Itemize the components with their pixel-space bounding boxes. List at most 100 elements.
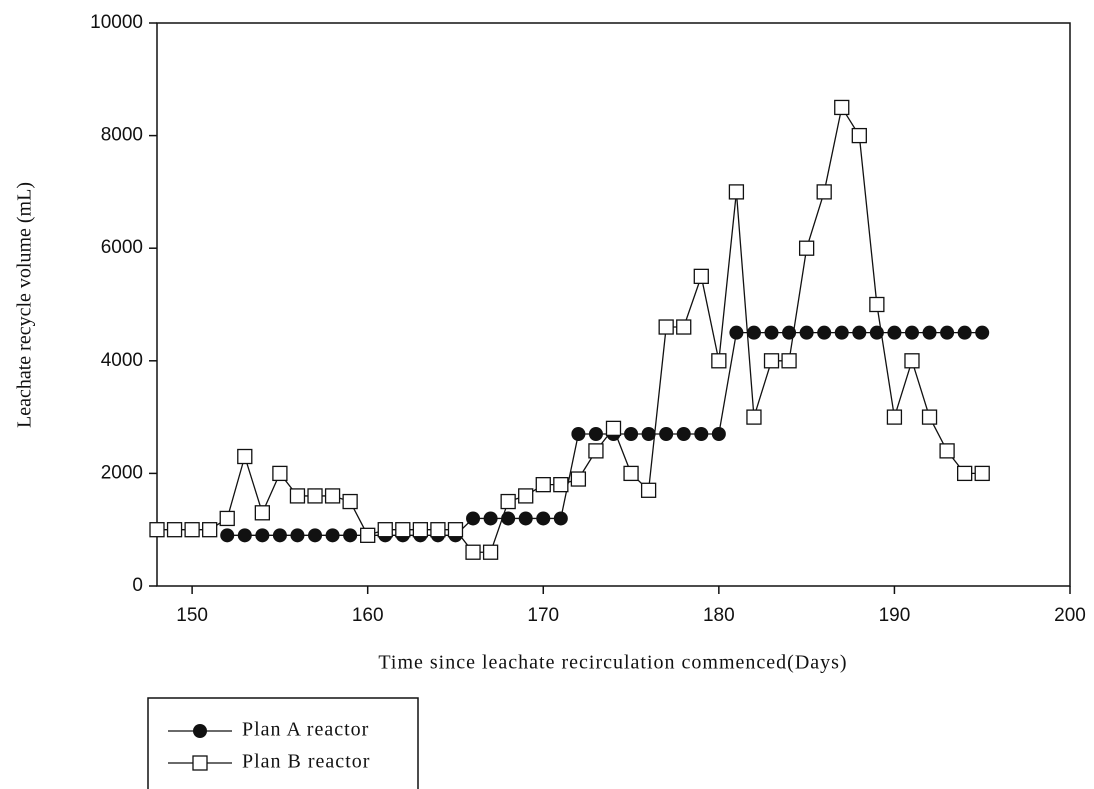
- x-tick-label: 180: [703, 605, 735, 626]
- data-point: [975, 325, 990, 340]
- plot-frame: [156, 22, 1071, 587]
- data-point: [412, 522, 429, 538]
- legend-marker: [193, 724, 207, 738]
- data-point: [623, 465, 639, 482]
- y-axis-label: Leachate recycle volume (mL): [14, 182, 36, 428]
- data-point: [816, 184, 832, 200]
- data-point: [834, 99, 850, 116]
- data-point: [307, 488, 323, 504]
- data-point: [781, 353, 797, 369]
- data-point: [360, 527, 376, 543]
- data-point: [659, 426, 674, 441]
- x-tick-label: 190: [879, 605, 911, 626]
- data-point: [904, 325, 919, 340]
- data-point: [886, 409, 903, 425]
- data-point: [852, 325, 867, 340]
- data-point: [289, 488, 306, 504]
- data-point: [483, 511, 498, 526]
- data-point: [324, 488, 341, 504]
- data-point: [729, 325, 744, 340]
- data-point: [939, 443, 955, 459]
- data-point: [658, 319, 674, 335]
- data-point: [641, 426, 656, 441]
- data-point: [430, 522, 446, 538]
- x-tick-label: 160: [352, 605, 384, 626]
- data-point: [570, 471, 587, 487]
- data-point: [957, 465, 973, 482]
- data-point: [184, 522, 200, 538]
- data-point: [202, 522, 218, 538]
- data-point: [149, 522, 165, 538]
- data-point: [482, 544, 499, 560]
- y-tick-label: 0: [132, 575, 143, 596]
- data-point: [922, 325, 937, 340]
- data-point: [676, 426, 691, 441]
- data-point: [904, 353, 920, 369]
- data-point: [553, 477, 569, 493]
- data-point: [447, 522, 464, 538]
- data-point: [798, 240, 815, 256]
- data-point: [711, 353, 727, 369]
- data-point: [676, 319, 692, 335]
- y-tick-label: 4000: [101, 350, 143, 371]
- data-point: [571, 426, 586, 441]
- data-point: [817, 325, 832, 340]
- data-point: [957, 325, 972, 340]
- x-tick-label: 150: [176, 605, 208, 626]
- y-tick-label: 8000: [101, 125, 143, 146]
- data-point: [220, 528, 235, 543]
- legend-marker: [192, 755, 208, 771]
- data-point: [219, 510, 235, 527]
- data-point: [921, 409, 938, 425]
- data-point: [166, 522, 183, 538]
- data-point: [746, 325, 761, 340]
- data-point: [869, 296, 885, 313]
- data-point: [536, 511, 551, 526]
- y-tick-label: 10000: [90, 12, 143, 33]
- x-tick-label: 170: [527, 605, 559, 626]
- data-point: [237, 448, 253, 465]
- data-point: [605, 420, 622, 437]
- data-point: [640, 482, 657, 498]
- data-point: [553, 511, 568, 526]
- data-point: [272, 465, 288, 482]
- data-point: [290, 528, 305, 543]
- data-point: [342, 493, 358, 510]
- data-point: [974, 465, 990, 482]
- data-point: [272, 528, 287, 543]
- legend-label: Plan B reactor: [242, 751, 370, 773]
- data-point: [728, 184, 745, 200]
- data-point: [343, 528, 358, 543]
- data-point: [500, 493, 516, 510]
- series-line: [227, 332, 983, 536]
- data-point: [694, 426, 709, 441]
- data-point: [308, 528, 323, 543]
- data-point: [746, 409, 762, 425]
- data-point: [887, 325, 902, 340]
- data-point: [501, 511, 516, 526]
- data-point: [377, 522, 393, 538]
- data-point: [254, 505, 270, 521]
- data-point: [518, 488, 534, 504]
- data-point: [851, 127, 867, 144]
- data-point: [940, 325, 955, 340]
- data-point: [466, 511, 481, 526]
- data-point: [535, 477, 551, 493]
- data-point: [711, 426, 726, 441]
- data-point: [763, 353, 780, 369]
- data-point: [237, 528, 252, 543]
- data-point: [518, 511, 533, 526]
- data-point: [693, 268, 709, 285]
- data-point: [325, 528, 340, 543]
- legend-box: [147, 697, 419, 789]
- data-point: [624, 426, 639, 441]
- data-point: [588, 426, 603, 441]
- x-axis-label: Time since leachate recirculation commen…: [378, 652, 847, 674]
- y-tick-label: 6000: [101, 237, 143, 258]
- data-point: [465, 544, 481, 560]
- data-point: [255, 528, 270, 543]
- x-tick-label: 200: [1054, 605, 1086, 626]
- data-point: [588, 443, 604, 459]
- data-point: [764, 325, 779, 340]
